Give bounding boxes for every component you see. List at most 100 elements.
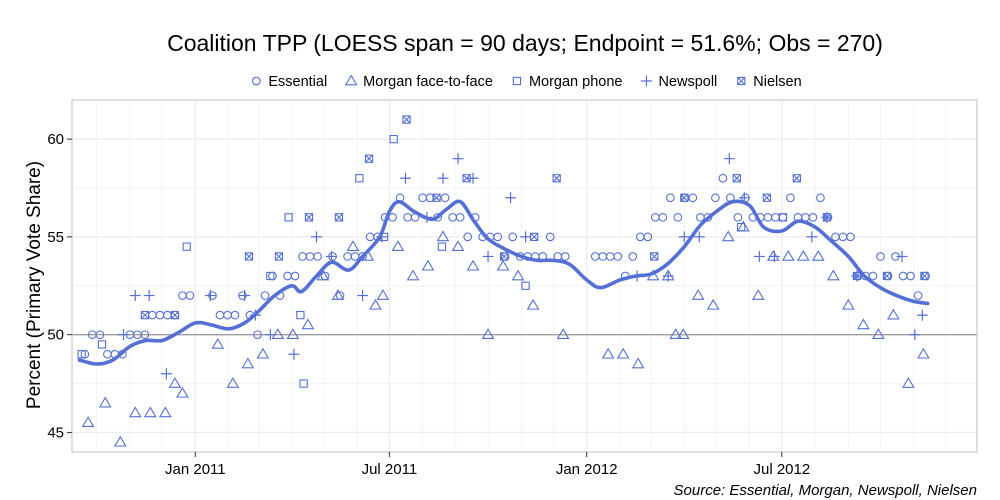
- series-nielsen: [140, 115, 929, 320]
- legend-key: [737, 76, 746, 86]
- data-point: [545, 232, 555, 242]
- data-point: [499, 252, 509, 261]
- data-point: [425, 193, 435, 203]
- data-point: [463, 232, 473, 242]
- data-point: [882, 271, 892, 281]
- data-point: [239, 290, 251, 302]
- data-point: [129, 290, 141, 302]
- data-point: [436, 230, 450, 242]
- trend-line: [77, 199, 930, 366]
- data-point: [902, 377, 915, 388]
- data-point: [113, 435, 127, 447]
- data-point: [256, 347, 270, 359]
- series-morgan-phone: [77, 134, 788, 388]
- data-point: [176, 386, 189, 398]
- data-point: [650, 252, 659, 261]
- data-point: [643, 232, 653, 242]
- legend-marker: [640, 75, 652, 87]
- data-point: [732, 174, 741, 183]
- data-point: [230, 310, 240, 320]
- data-point: [706, 298, 720, 310]
- data-point: [440, 193, 450, 203]
- data-point: [406, 269, 420, 281]
- legend-key: [640, 75, 652, 87]
- x-axis: Jan 2011 Jul 2011 Jan 2012 Jul 2012: [165, 452, 810, 478]
- data-point: [658, 212, 668, 222]
- data-point: [316, 269, 330, 281]
- data-point: [613, 252, 623, 261]
- data-point: [286, 328, 300, 339]
- legend-item-newspoll: Newspoll: [640, 74, 717, 90]
- data-point: [511, 269, 525, 281]
- data-point: [920, 271, 929, 281]
- data-point: [481, 328, 495, 339]
- legend-label: Newspoll: [658, 74, 717, 90]
- data-point: [266, 271, 275, 281]
- legend-label: Morgan phone: [529, 74, 623, 90]
- data-point: [355, 174, 364, 183]
- data-point: [781, 249, 795, 261]
- data-point: [631, 357, 645, 369]
- data-point: [826, 269, 840, 281]
- data-point: [896, 250, 908, 262]
- legend-key: [344, 74, 358, 86]
- data-point: [871, 328, 885, 339]
- data-point: [852, 271, 862, 281]
- y-axis-label: Percent (Primary Vote Share): [24, 161, 45, 409]
- legend-marker: [344, 74, 358, 86]
- data-point: [467, 172, 479, 184]
- data-point: [325, 250, 337, 262]
- data-point: [143, 406, 157, 418]
- data-point: [376, 289, 390, 300]
- legend-label: Essential: [268, 74, 327, 90]
- data-point: [244, 252, 254, 261]
- data-point: [364, 154, 374, 163]
- legend-key: [251, 76, 261, 86]
- data-point: [304, 213, 314, 222]
- data-point: [751, 289, 765, 300]
- data-point: [369, 298, 382, 310]
- data-point: [288, 348, 300, 360]
- data-point: [402, 115, 411, 124]
- data-point: [560, 252, 570, 261]
- x-tick-label: Jul 2012: [753, 461, 810, 478]
- chart-title: Coalition TPP (LOESS span = 90 days; End…: [167, 30, 883, 56]
- data-point: [95, 330, 105, 340]
- legend-item-nielsen: Nielsen: [737, 74, 802, 90]
- data-point: [552, 174, 561, 183]
- data-point: [310, 231, 322, 243]
- x-tick-label: Jul 2011: [362, 461, 418, 478]
- data-point: [768, 250, 780, 262]
- data-point: [876, 252, 885, 261]
- data-point: [274, 252, 284, 261]
- data-point: [81, 416, 95, 427]
- data-point: [526, 298, 540, 310]
- data-point: [669, 328, 683, 339]
- data-point: [808, 212, 818, 222]
- data-point: [676, 328, 690, 339]
- x-tick-label: Jan 2011: [165, 461, 226, 478]
- source-note: Source: Essential, Morgan, Newspoll, Nie…: [674, 482, 977, 499]
- data-point: [736, 222, 746, 232]
- data-point: [811, 249, 825, 261]
- data-point: [97, 340, 107, 349]
- data-point: [346, 240, 360, 251]
- data-point: [520, 231, 532, 243]
- y-tick-label: 55: [47, 229, 64, 246]
- data-point: [331, 289, 345, 300]
- legend-item-essential: Essential: [251, 74, 327, 90]
- data-point: [437, 242, 447, 251]
- data-point: [616, 347, 630, 359]
- data-point: [399, 172, 411, 184]
- data-point: [530, 232, 539, 242]
- y-axis: 45 50 55 60: [47, 131, 72, 441]
- data-point: [868, 271, 878, 281]
- data-point: [140, 310, 150, 320]
- data-point: [733, 212, 743, 222]
- data-point: [887, 308, 900, 320]
- data-point: [841, 298, 855, 310]
- y-tick-label: 50: [47, 327, 64, 344]
- data-point: [432, 193, 441, 202]
- legend-item-morgan-phone: Morgan phone: [512, 74, 623, 90]
- data-point: [158, 406, 172, 418]
